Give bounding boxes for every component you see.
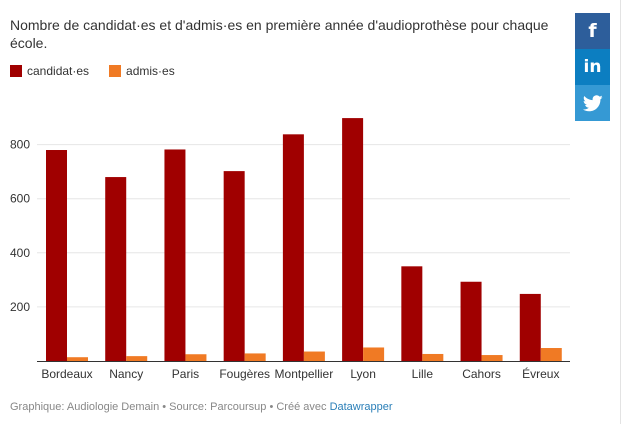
y-tick-label: 600	[10, 192, 30, 206]
y-tick-label: 400	[10, 246, 30, 260]
legend-label-admis: admis·es	[126, 64, 175, 78]
linkedin-icon: in	[583, 57, 602, 77]
bar-admis	[67, 357, 88, 361]
bar-admis	[540, 348, 562, 361]
bar-admis	[481, 355, 503, 361]
bar-candidats	[282, 134, 304, 361]
twitter-icon	[582, 94, 603, 111]
bar-admis	[126, 356, 148, 361]
bar-chart: 200 400 600 800 Bordeaux Nancy Paris Fougères Mo…	[10, 118, 570, 381]
bar-admis	[185, 354, 207, 361]
bar-admis	[363, 347, 385, 361]
share-bar: f in	[575, 13, 610, 121]
bar-admis	[303, 351, 325, 361]
legend-label-candidats: candidat·es	[27, 64, 90, 78]
y-tick-label: 800	[10, 138, 30, 152]
y-tick-label: 200	[10, 300, 30, 314]
x-tick-label: Bordeaux	[41, 367, 92, 381]
x-tick-label: Évreux	[522, 366, 559, 381]
bar-candidats	[223, 171, 245, 361]
bar-candidats	[342, 118, 364, 361]
x-tick-label: Lille	[412, 367, 434, 381]
x-tick-label: Montpellier	[275, 367, 334, 381]
bar-candidats	[105, 177, 127, 361]
linkedin-share-button[interactable]: in	[575, 49, 610, 85]
bar-candidats	[519, 293, 541, 361]
chart-title: Nombre de candidat·es et d'admis·es en p…	[10, 17, 549, 51]
bar-admis	[422, 353, 444, 361]
facebook-share-button[interactable]: f	[575, 13, 610, 49]
x-tick-label: Paris	[172, 367, 199, 381]
facebook-icon: f	[588, 20, 597, 42]
bar-candidats	[164, 149, 186, 361]
legend-swatch-admis	[109, 65, 122, 77]
bar-candidats	[460, 281, 482, 361]
legend-item-admis: admis·es	[109, 64, 175, 78]
x-tick-label: Cahors	[462, 367, 501, 381]
bar-admis	[244, 353, 266, 361]
legend-item-candidats: candidat·es	[10, 64, 89, 78]
footer: Graphique: Audiologie Demain • Source: P…	[10, 401, 393, 413]
legend-swatch-candidats	[10, 65, 22, 77]
frame-border	[620, 0, 621, 424]
datawrapper-link[interactable]: Datawrapper	[329, 401, 393, 413]
bar-candidats	[46, 150, 67, 361]
x-tick-label: Lyon	[350, 367, 376, 381]
twitter-share-button[interactable]	[575, 85, 610, 121]
bar-candidats	[401, 266, 423, 361]
legend: candidat·es admis·es	[10, 64, 195, 78]
x-tick-label: Fougères	[219, 367, 270, 381]
x-tick-label: Nancy	[109, 367, 143, 381]
footer-credit: Graphique: Audiologie Demain • Source: P…	[10, 401, 327, 413]
